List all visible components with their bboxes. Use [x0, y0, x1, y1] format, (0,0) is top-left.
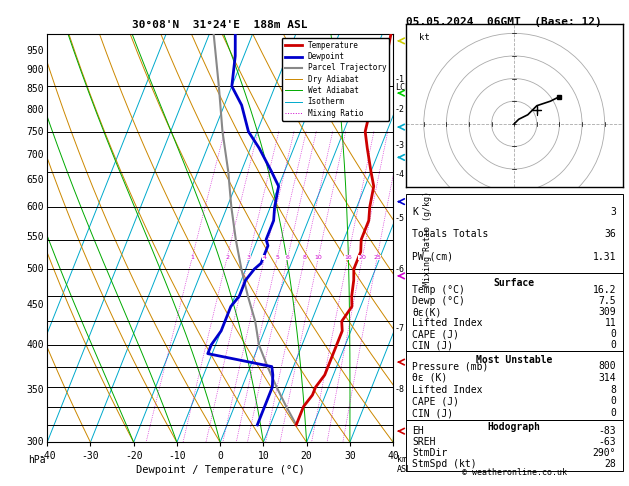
Text: Totals Totals: Totals Totals	[412, 229, 489, 239]
Text: 4: 4	[262, 255, 267, 260]
Text: 10: 10	[314, 255, 322, 260]
Text: © weatheronline.co.uk: © weatheronline.co.uk	[462, 468, 567, 477]
Text: 309: 309	[599, 307, 616, 317]
Text: 750: 750	[26, 126, 44, 137]
Text: 550: 550	[26, 232, 44, 242]
Text: -8: -8	[395, 385, 405, 395]
Text: 6: 6	[286, 255, 289, 260]
Text: PW (cm): PW (cm)	[412, 252, 454, 261]
Text: Surface: Surface	[494, 278, 535, 288]
Text: 300: 300	[26, 437, 44, 447]
Text: 05.05.2024  06GMT  (Base: 12): 05.05.2024 06GMT (Base: 12)	[406, 17, 601, 27]
Text: 0: 0	[610, 340, 616, 350]
Text: K: K	[412, 207, 418, 217]
Text: -6: -6	[395, 264, 405, 274]
Text: 0: 0	[610, 330, 616, 339]
Text: 36: 36	[604, 229, 616, 239]
Text: 28: 28	[604, 459, 616, 469]
Text: 1: 1	[190, 255, 194, 260]
Text: 400: 400	[26, 340, 44, 350]
Bar	[406, 351, 623, 420]
Text: 7.5: 7.5	[599, 296, 616, 306]
Text: θε (K): θε (K)	[412, 373, 447, 383]
Text: 500: 500	[26, 264, 44, 274]
Text: 5: 5	[276, 255, 279, 260]
Text: 850: 850	[26, 84, 44, 94]
Text: 11: 11	[604, 318, 616, 329]
Text: -83: -83	[599, 426, 616, 436]
Text: kt: kt	[420, 34, 430, 42]
Text: 450: 450	[26, 300, 44, 310]
Text: 314: 314	[599, 373, 616, 383]
Text: -1: -1	[395, 75, 405, 84]
Text: Lifted Index: Lifted Index	[412, 318, 482, 329]
Text: -5: -5	[395, 214, 405, 223]
Text: 20: 20	[359, 255, 366, 260]
Text: -2: -2	[395, 105, 405, 114]
Text: CIN (J): CIN (J)	[412, 340, 454, 350]
Bar	[406, 420, 623, 471]
Text: 16: 16	[344, 255, 352, 260]
Text: 600: 600	[26, 202, 44, 212]
Text: 800: 800	[599, 361, 616, 371]
Text: 2: 2	[225, 255, 229, 260]
Text: LCL: LCL	[395, 83, 410, 92]
Text: StmSpd (kt): StmSpd (kt)	[412, 459, 477, 469]
Text: 350: 350	[26, 385, 44, 395]
Text: 0: 0	[610, 397, 616, 406]
Text: -7: -7	[395, 324, 405, 333]
Text: Mixing Ratio (g/kg): Mixing Ratio (g/kg)	[423, 191, 432, 286]
Text: 16.2: 16.2	[593, 285, 616, 295]
Text: km
ASL: km ASL	[397, 454, 411, 474]
Text: hPa: hPa	[28, 454, 46, 465]
Text: 290°: 290°	[593, 448, 616, 458]
Text: 650: 650	[26, 175, 44, 185]
Text: -4: -4	[395, 171, 405, 179]
Text: 900: 900	[26, 65, 44, 75]
Text: -63: -63	[599, 437, 616, 447]
X-axis label: Dewpoint / Temperature (°C): Dewpoint / Temperature (°C)	[136, 466, 304, 475]
Text: 0: 0	[610, 408, 616, 418]
Text: 8: 8	[303, 255, 307, 260]
Text: SREH: SREH	[412, 437, 436, 447]
Text: θε(K): θε(K)	[412, 307, 442, 317]
Text: Dewp (°C): Dewp (°C)	[412, 296, 465, 306]
Text: -3: -3	[395, 141, 405, 150]
Text: CIN (J): CIN (J)	[412, 408, 454, 418]
Text: 25: 25	[373, 255, 381, 260]
Text: 800: 800	[26, 104, 44, 115]
Text: Most Unstable: Most Unstable	[476, 355, 552, 365]
Text: Hodograph: Hodograph	[487, 422, 541, 432]
Title: 30°08'N  31°24'E  188m ASL: 30°08'N 31°24'E 188m ASL	[132, 20, 308, 31]
Text: EH: EH	[412, 426, 424, 436]
Text: StmDir: StmDir	[412, 448, 447, 458]
Text: 1.31: 1.31	[593, 252, 616, 261]
Bar	[406, 194, 623, 273]
Legend: Temperature, Dewpoint, Parcel Trajectory, Dry Adiabat, Wet Adiabat, Isotherm, Mi: Temperature, Dewpoint, Parcel Trajectory…	[282, 38, 389, 121]
Text: 700: 700	[26, 150, 44, 160]
Text: CAPE (J): CAPE (J)	[412, 330, 459, 339]
Text: Pressure (mb): Pressure (mb)	[412, 361, 489, 371]
Text: 950: 950	[26, 46, 44, 56]
Bar	[406, 273, 623, 351]
Text: Temp (°C): Temp (°C)	[412, 285, 465, 295]
Text: CAPE (J): CAPE (J)	[412, 397, 459, 406]
Text: 8: 8	[610, 385, 616, 395]
Text: 3: 3	[610, 207, 616, 217]
Text: Lifted Index: Lifted Index	[412, 385, 482, 395]
Text: 3: 3	[247, 255, 250, 260]
